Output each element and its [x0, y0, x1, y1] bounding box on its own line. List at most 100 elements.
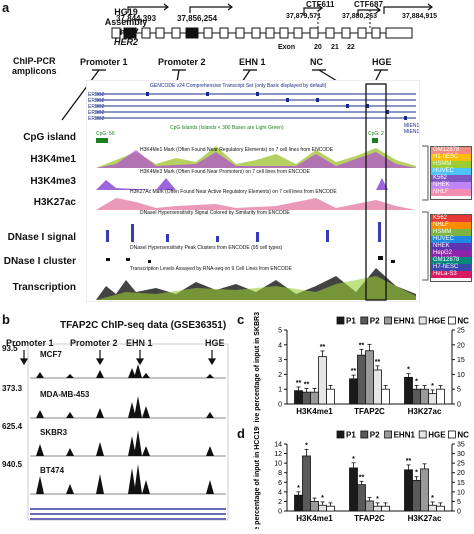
chipseq-tracks	[19, 343, 229, 521]
track-scale: 625.4	[2, 422, 23, 431]
legend-label: NC	[457, 317, 469, 326]
track-label-h3k4me1: H3K4me1	[30, 154, 76, 165]
bar	[310, 501, 319, 512]
y-tick-label-right: 5	[457, 499, 461, 506]
amplicons-title-line: amplicons	[12, 66, 57, 76]
y-tick-label-right: 5	[457, 387, 461, 394]
chart-svg: Relative percentage of input in SKBR3 ce…	[254, 298, 469, 439]
exon-number: 20	[314, 44, 322, 51]
track-cell: MDA-MB-453	[40, 390, 90, 399]
y-tick-label: 0	[278, 509, 282, 516]
y-tick-label: 3	[278, 357, 282, 364]
histone-cell-legend: GM12878 H1-hESC HSMM HUVEC K562 NHEK NHLF	[430, 146, 472, 200]
region-label: HGE	[205, 338, 225, 348]
y-tick-label: 0	[278, 402, 282, 409]
legend-cell-line: GM12878	[431, 257, 471, 264]
bar	[310, 391, 319, 405]
y-tick-label-right: 30	[457, 451, 465, 458]
track-scale: 93.5	[2, 344, 18, 353]
track-label-h3k4me3: H3K4me3	[30, 176, 76, 187]
bar	[357, 484, 366, 512]
bar	[412, 479, 421, 512]
assembly-line: Assembly	[104, 17, 148, 27]
significance-mark: *	[321, 495, 324, 502]
track-label-transcription: Transcription	[12, 282, 76, 293]
chip-peak-track	[30, 396, 226, 418]
bar	[381, 388, 390, 405]
legend-cell-line: HeLa-S3	[431, 271, 471, 278]
bar	[365, 350, 374, 405]
track-scale: 940.5	[2, 460, 23, 469]
legend-label: EHN1	[394, 431, 416, 440]
category-label: H3K27ac	[408, 514, 442, 523]
legend-cell-line: K562	[431, 215, 471, 222]
isoform-label: ERBB2	[88, 116, 105, 122]
bar	[326, 388, 335, 405]
bar	[357, 354, 366, 405]
bar	[318, 356, 327, 405]
legend-label: P2	[370, 317, 380, 326]
dnase-cluster-header: DNaseI Hypersensitivity Peak Clusters fr…	[130, 245, 283, 251]
track-label-dnase-signal: DNase I signal	[7, 232, 76, 243]
gene-name: HER2	[113, 37, 138, 47]
y-tick-label-right: 25	[457, 328, 465, 335]
ctf-label: CTF687	[354, 0, 383, 9]
y-tick-label: 4	[278, 489, 282, 496]
legend-swatch	[384, 316, 393, 325]
significance-mark: *	[305, 442, 308, 449]
transcription-header: Transcription Levels Assayed by RNA-seq …	[130, 266, 292, 272]
category-label: H3K4me1	[296, 407, 333, 416]
significance-mark: *	[297, 485, 300, 492]
bar	[302, 391, 311, 405]
category-label: TFAP2C	[354, 514, 385, 523]
y-tick-label-right: 35	[457, 442, 465, 449]
legend-label: NC	[457, 431, 469, 440]
exon-label: Exon	[278, 44, 296, 51]
region-label: Promoter 1	[6, 338, 54, 348]
significance-mark: *	[415, 470, 418, 477]
coord-label: 37,880,263	[342, 13, 378, 20]
category-label: TFAP2C	[354, 407, 385, 416]
y-tick-label: 14	[274, 442, 282, 449]
legend-cell-line: HSMM	[431, 229, 471, 236]
track-scale: 373.3	[2, 384, 23, 393]
exon-number: 21	[331, 44, 339, 51]
bar	[294, 390, 303, 405]
amplicons-title: ChIP-PCR amplicons	[12, 56, 57, 76]
track-label-cpg: CpG island	[23, 132, 76, 143]
legend-swatch	[447, 430, 456, 439]
bar	[349, 467, 358, 512]
amplicon-label: NC	[310, 57, 323, 67]
y-tick-label-right: 20	[457, 470, 465, 477]
legend-cell-line: K562	[431, 175, 471, 182]
legend-swatch	[336, 316, 345, 325]
bar	[381, 505, 390, 512]
cpg-value: CpG: 2	[368, 131, 384, 137]
legend-swatch	[360, 316, 369, 325]
significance-mark: **	[304, 381, 310, 388]
bar	[365, 500, 374, 512]
legend-label: P1	[346, 431, 356, 440]
y-tick-label-right: 25	[457, 461, 465, 468]
y-tick-label: 1	[278, 387, 282, 394]
y-axis-label: Relative percentage of input in HCC1954 …	[254, 426, 261, 529]
bar	[412, 388, 421, 405]
bar	[404, 376, 413, 405]
legend-cell-line: NHEK	[431, 243, 471, 250]
category-label: H3K27ac	[408, 407, 442, 416]
bar	[349, 378, 358, 405]
legend-swatch	[360, 430, 369, 439]
legend-label: HGE	[428, 317, 446, 326]
bar	[373, 505, 382, 512]
bar	[373, 369, 382, 405]
bar	[420, 468, 429, 512]
bar	[318, 504, 327, 512]
assembly-line: HG19	[114, 7, 138, 17]
significance-mark: *	[376, 496, 379, 503]
significance-mark: **	[351, 368, 357, 375]
track-cell: MCF7	[40, 350, 62, 359]
isoform-label: ERBB2	[88, 92, 105, 98]
significance-mark: **	[406, 458, 412, 465]
legend-cell-line: HUVEC	[431, 236, 471, 243]
track-label-dnase-cluster: DNase I cluster	[3, 256, 76, 267]
